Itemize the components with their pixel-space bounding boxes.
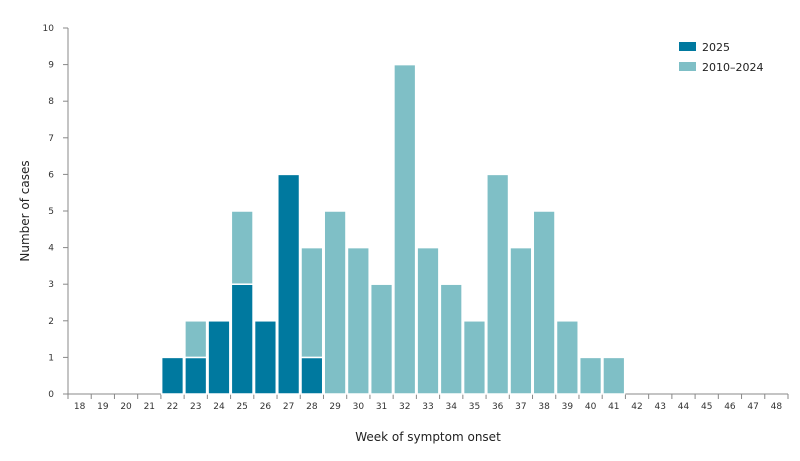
x-tick-label: 24	[213, 402, 225, 412]
y-tick-label: 6	[48, 170, 54, 180]
x-tick-label: 30	[353, 402, 365, 412]
y-tick-label: 10	[43, 24, 55, 34]
bar-segment-series-0	[277, 173, 301, 395]
y-axis-title: Number of cases	[18, 160, 32, 261]
x-tick-label: 32	[399, 402, 410, 412]
x-tick-label: 40	[585, 402, 597, 412]
bar-segment-series-0	[230, 283, 254, 395]
bar-segment-series-1	[532, 210, 556, 395]
bar-segment-series-0	[253, 320, 278, 395]
y-tick-label: 3	[48, 280, 54, 290]
bar-segment-series-1	[230, 210, 254, 285]
bar-segment-series-1	[369, 283, 394, 395]
y-tick-label: 2	[48, 317, 54, 327]
bar-segment-series-1	[184, 320, 208, 359]
x-tick-label: 42	[631, 402, 642, 412]
legend-label: 2025	[702, 41, 730, 54]
bar-segment-series-1	[416, 246, 440, 395]
x-tick-label: 25	[236, 402, 247, 412]
x-tick-label: 48	[771, 402, 783, 412]
x-tick-label: 43	[655, 402, 666, 412]
x-tick-label: 27	[283, 402, 294, 412]
x-tick-label: 44	[678, 402, 690, 412]
bar-segment-series-1	[555, 320, 579, 395]
bar-segment-series-1	[439, 283, 463, 395]
x-tick-label: 26	[260, 402, 272, 412]
legend-label: 2010–2024	[702, 61, 764, 74]
x-tick-label: 34	[445, 402, 457, 412]
x-tick-label: 47	[747, 402, 758, 412]
y-tick-label: 8	[48, 97, 54, 107]
y-tick-label: 0	[48, 390, 54, 400]
bar-segment-series-1	[346, 246, 370, 395]
bar-segment-series-1	[462, 320, 487, 395]
x-tick-label: 31	[376, 402, 387, 412]
x-tick-label: 22	[167, 402, 178, 412]
bar-segment-series-0	[300, 356, 324, 395]
legend: 2025 2010–2024	[679, 41, 764, 74]
bar-segment-series-1	[486, 173, 510, 395]
y-tick-label: 5	[48, 207, 54, 217]
x-axis: 18 19 20 21 22 23 24 25 26 27 28 29 30 31 32 33 34 35 36 37…	[67, 393, 789, 412]
x-tick-label: 35	[469, 402, 480, 412]
y-tick-label: 7	[48, 134, 54, 144]
x-tick-label: 20	[120, 402, 132, 412]
bar-segment-series-0	[184, 356, 208, 395]
x-tick-label: 19	[97, 402, 109, 412]
x-tick-label: 41	[608, 402, 619, 412]
legend-swatch	[679, 62, 696, 71]
x-tick-label: 37	[515, 402, 526, 412]
bars	[160, 63, 626, 395]
x-tick-label: 36	[492, 402, 504, 412]
x-tick-label: 33	[422, 402, 433, 412]
x-tick-label: 38	[538, 402, 550, 412]
x-tick-label: 46	[724, 402, 736, 412]
bar-segment-series-1	[393, 63, 417, 395]
bar-segment-series-0	[160, 356, 185, 395]
y-tick-label: 1	[48, 353, 54, 363]
x-tick-label: 21	[144, 402, 155, 412]
y-tick-label: 4	[48, 244, 54, 254]
x-tick-label: 39	[562, 402, 574, 412]
x-tick-label: 29	[329, 402, 341, 412]
y-axis: 0 1 2 3 4 5 6 7 8 9 10	[43, 24, 69, 400]
x-tick-label: 23	[190, 402, 201, 412]
bar-segment-series-1	[509, 246, 533, 395]
legend-swatch	[679, 42, 696, 51]
bar-segment-series-1	[300, 246, 324, 359]
x-tick-label: 45	[701, 402, 712, 412]
bar-segment-series-0	[207, 320, 231, 395]
bar-segment-series-1	[578, 356, 603, 395]
bar-segment-series-1	[323, 210, 347, 395]
y-tick-label: 9	[48, 61, 54, 71]
x-tick-label: 18	[74, 402, 86, 412]
x-axis-title: Week of symptom onset	[355, 430, 501, 444]
bar-segment-series-1	[602, 356, 626, 395]
x-tick-label: 28	[306, 402, 318, 412]
